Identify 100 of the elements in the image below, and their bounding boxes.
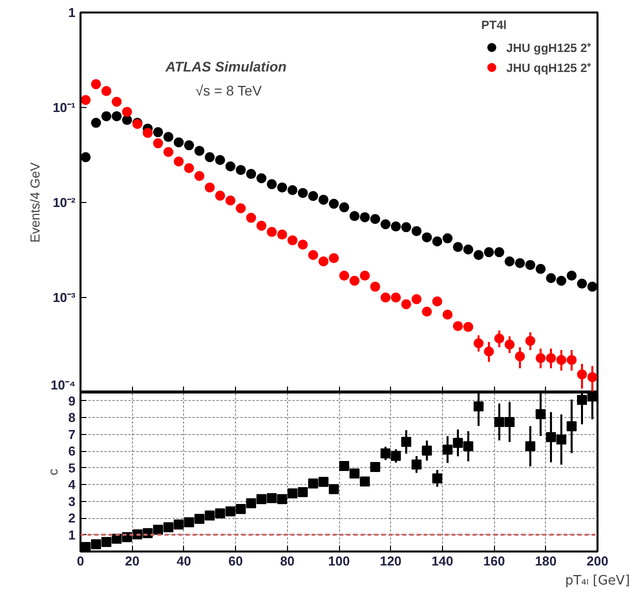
point [236, 504, 246, 514]
point [390, 221, 401, 232]
point [401, 299, 412, 310]
y-tick-label: 10⁻⁴ [50, 378, 76, 392]
point [112, 111, 122, 122]
point [308, 250, 318, 260]
point [546, 273, 556, 284]
y-tick-label: 1 [68, 527, 76, 542]
point [204, 182, 215, 192]
legend-label: JHU qqH125 2⁺ [506, 60, 591, 76]
x-tick-label: 140 [432, 554, 454, 568]
point [328, 484, 339, 494]
point [412, 294, 422, 304]
point [194, 146, 204, 156]
point [390, 292, 401, 302]
point [266, 493, 277, 504]
x-tick-label: 120 [380, 554, 402, 568]
point [256, 220, 266, 231]
point [422, 232, 432, 242]
point [370, 462, 380, 472]
point [463, 441, 474, 452]
x-tick-label: 200 [586, 554, 608, 568]
point [452, 242, 463, 252]
point [318, 476, 328, 487]
point [174, 137, 184, 148]
point [184, 140, 194, 150]
point [287, 235, 298, 246]
point [298, 188, 308, 198]
point [80, 152, 91, 162]
point [112, 96, 122, 107]
legend-title: PT4l [481, 18, 508, 32]
point [246, 212, 256, 223]
point [298, 487, 308, 498]
y-tick-label: 2 [68, 510, 76, 526]
y-axis-title: Events/4 GeV [28, 162, 43, 243]
y-tick-label: 10⁻³ [52, 290, 76, 305]
point [328, 253, 339, 264]
point [474, 338, 484, 348]
point [101, 536, 112, 547]
point [494, 247, 504, 258]
point [412, 459, 422, 470]
y-tick-label: 6 [68, 444, 76, 459]
point [215, 190, 226, 201]
point [266, 226, 277, 237]
point [360, 476, 370, 487]
point [236, 164, 246, 175]
point [566, 421, 577, 432]
point [432, 296, 442, 306]
point [514, 258, 525, 268]
point [504, 416, 515, 427]
x-tick-label: 20 [124, 554, 140, 568]
point [256, 494, 266, 504]
point [484, 247, 494, 258]
point [380, 448, 391, 458]
point [91, 118, 102, 128]
point [194, 171, 204, 182]
point [576, 369, 587, 380]
y-tick-label: 10⁻² [52, 195, 76, 210]
point [91, 79, 102, 90]
point [504, 340, 515, 350]
point [514, 351, 525, 362]
point [308, 478, 318, 489]
point [525, 260, 536, 270]
point [339, 270, 350, 281]
y-tick-label: 1 [68, 5, 76, 20]
x-axis-title: pT₄ₗ [GeV] [565, 574, 630, 588]
point [556, 354, 566, 365]
point [328, 198, 339, 209]
point [380, 219, 391, 230]
point [546, 353, 556, 364]
point [566, 270, 577, 281]
point [122, 106, 132, 117]
point [484, 346, 494, 357]
point [442, 233, 453, 244]
point [339, 202, 350, 212]
point [174, 520, 184, 530]
point [442, 310, 453, 320]
legend-label: JHU ggH125 2⁺ [506, 40, 591, 56]
point [153, 524, 164, 535]
point [204, 510, 215, 521]
point [101, 111, 112, 122]
point [587, 282, 598, 292]
point [184, 163, 194, 174]
point [360, 270, 370, 281]
y-tick-label: 5 [68, 460, 76, 476]
point [246, 168, 256, 179]
point [122, 114, 132, 125]
y-axis-title: c [45, 468, 60, 476]
x-tick-label: 40 [176, 554, 192, 568]
point [474, 401, 484, 412]
point [390, 450, 401, 461]
annotation: √s = 8 TeV [196, 82, 262, 98]
point [163, 522, 174, 532]
point [277, 182, 288, 192]
y-tick-label: 3 [68, 494, 76, 509]
point [463, 322, 474, 332]
point [536, 264, 546, 274]
point [236, 203, 246, 214]
x-tick-label: 80 [280, 554, 295, 568]
x-tick-label: 60 [228, 554, 243, 568]
